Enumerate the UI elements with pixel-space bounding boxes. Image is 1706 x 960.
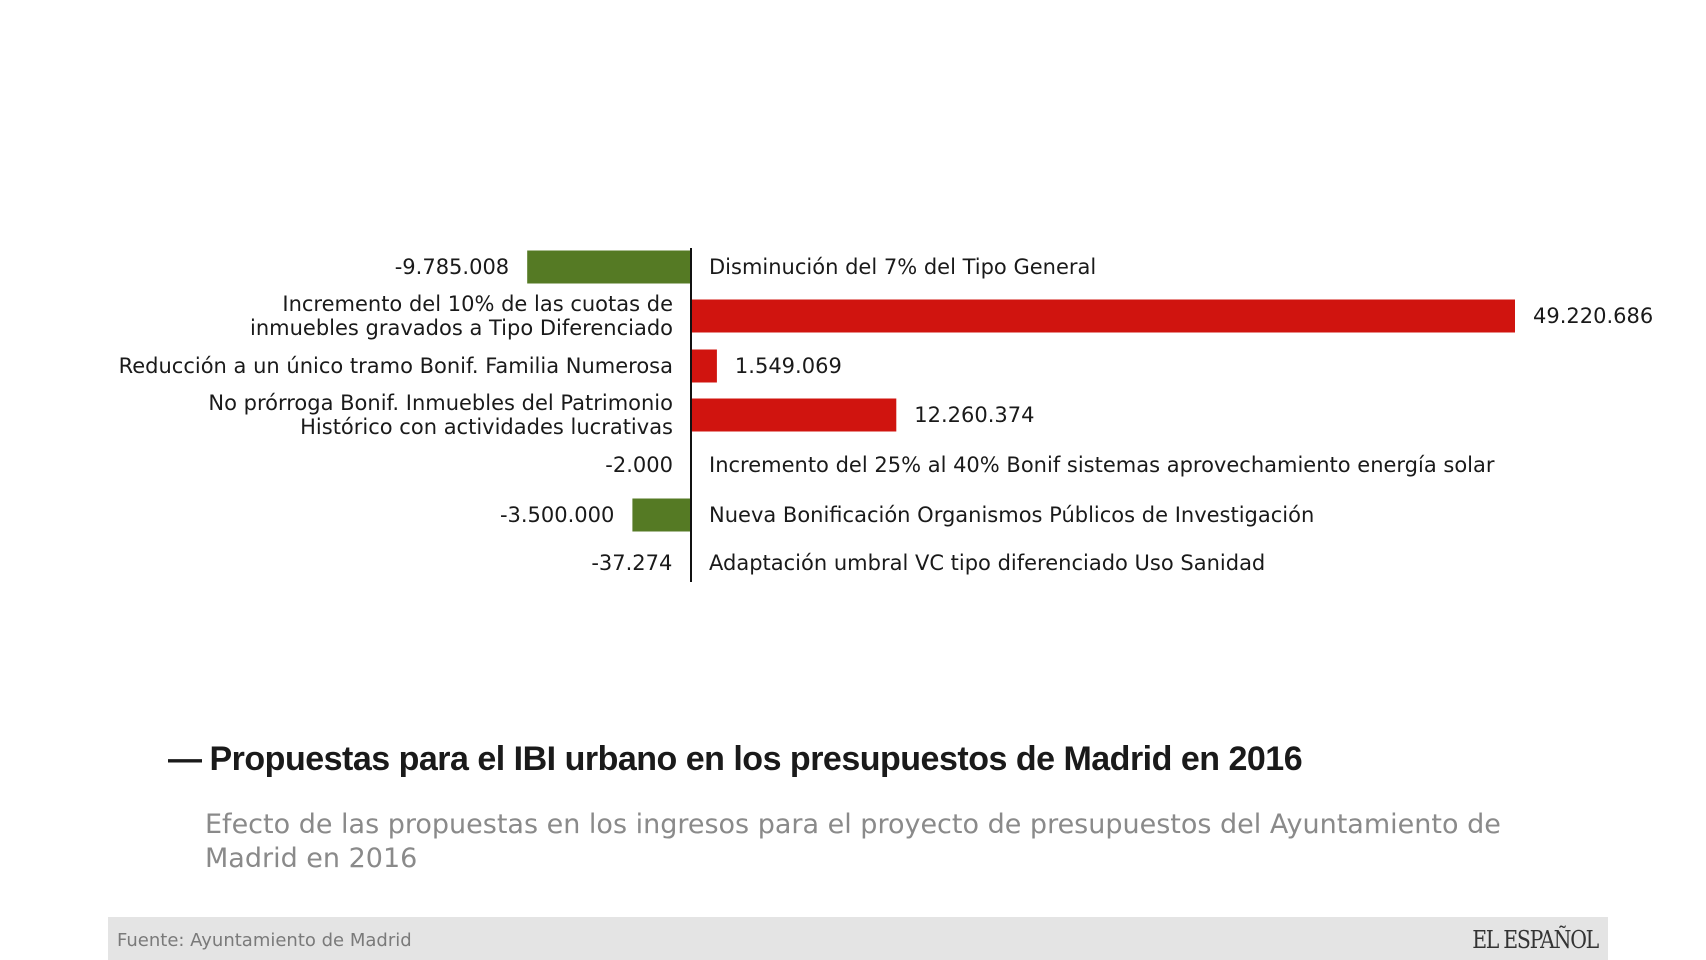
category-label-3: Reducción a un único tramo Bonif. Famili…	[119, 354, 673, 378]
value-label-7: -37.274	[591, 551, 672, 575]
value-label-3: 1.549.069	[735, 354, 842, 378]
chart-title: — Propuestas para el IBI urbano en los pr…	[168, 740, 1618, 779]
category-label-4: No prórroga Bonif. Inmuebles del Patrimo…	[208, 391, 673, 439]
category-label-2: Incremento del 10% de las cuotas de inmue…	[250, 292, 673, 340]
category-label-6: Nueva Bonificación Organismos Públicos d…	[709, 503, 1314, 527]
value-label-1: -9.785.008	[395, 255, 509, 279]
chart-subtitle: Efecto de las propuestas en los ingresos…	[205, 809, 1501, 874]
source-note: Fuente: Ayuntamiento de Madrid	[117, 930, 412, 951]
title-block: — Propuestas para el IBI urbano en los pr…	[168, 740, 1618, 779]
value-label-2: 49.220.686	[1533, 304, 1653, 328]
bar-4	[691, 398, 897, 432]
value-label-5: -2.000	[605, 453, 673, 477]
chart-title-text: Propuestas para el IBI urbano en los pre…	[209, 740, 1303, 778]
bar-chart: Disminución del 7% del Tipo General -9.78…	[119, 248, 1653, 582]
brand-logo: EL ESPAÑOL	[1472, 926, 1599, 954]
bar-2	[691, 299, 1515, 333]
bar-6	[632, 498, 691, 532]
value-label-6: -3.500.000	[500, 503, 614, 527]
bar-1	[527, 250, 691, 284]
value-label-4: 12.260.374	[914, 403, 1034, 427]
title-dash: —	[168, 740, 202, 778]
category-label-5: Incremento del 25% al 40% Bonif sistemas…	[709, 453, 1495, 477]
category-label-7: Adaptación umbral VC tipo diferenciado U…	[709, 551, 1265, 575]
category-label-1: Disminución del 7% del Tipo General	[709, 255, 1096, 279]
bar-3	[691, 349, 717, 383]
footer-bar: Fuente: Ayuntamiento de Madrid EL ESPAÑO…	[108, 917, 1608, 960]
